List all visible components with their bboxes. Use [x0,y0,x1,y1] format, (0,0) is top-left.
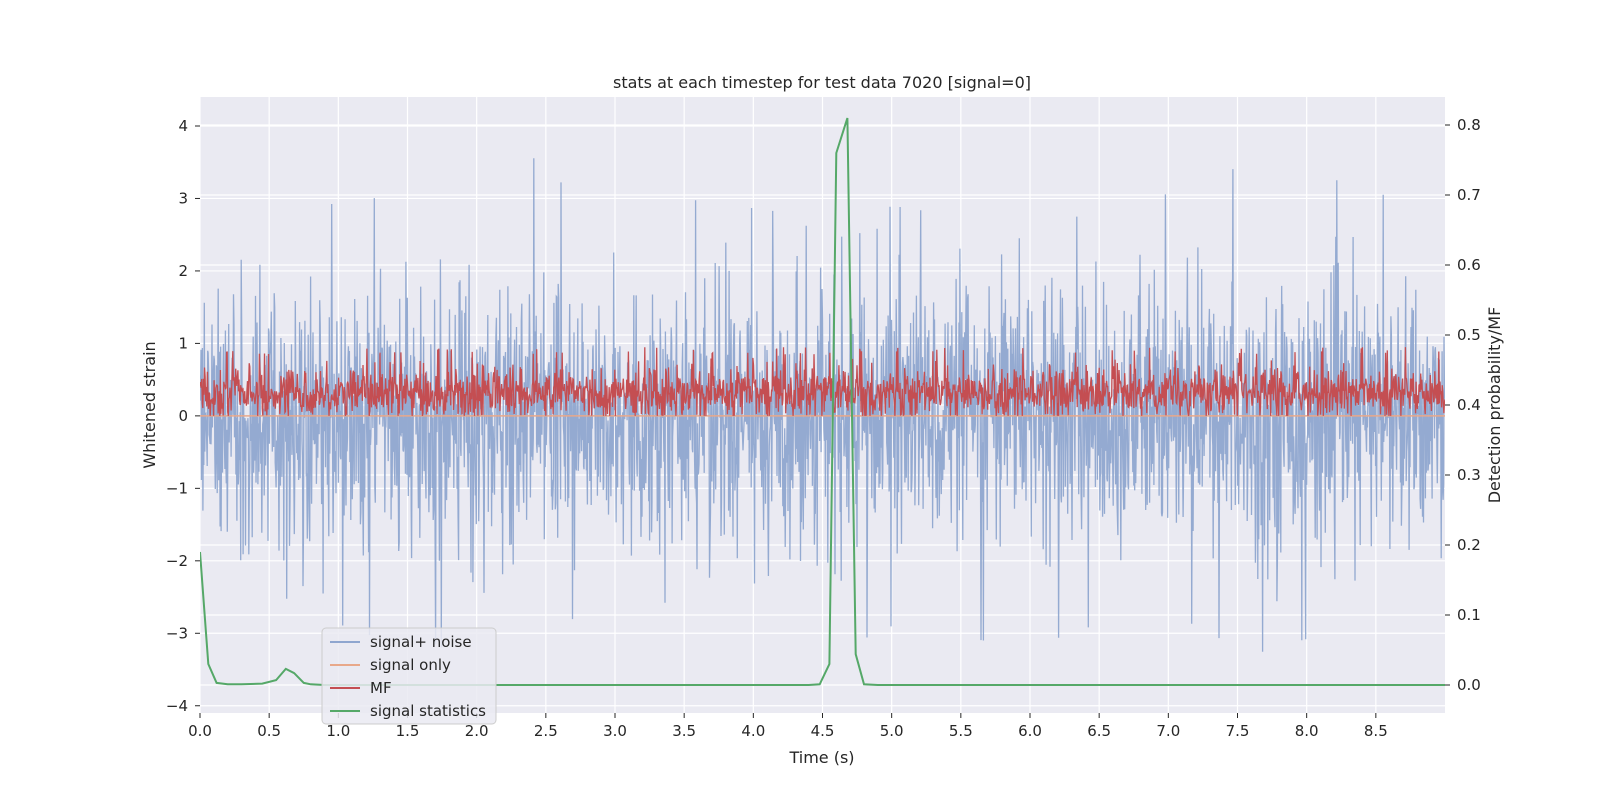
y2-tick-label: 0.4 [1457,396,1481,414]
y2-tick-label: 0.6 [1457,256,1481,274]
x-tick-label: 1.5 [396,722,420,740]
legend-label: signal statistics [370,702,486,720]
legend-label: MF [370,679,392,697]
series-mf [200,347,1445,417]
x-axis-label: Time (s) [788,748,854,767]
series-signal-statistics [200,117,1445,686]
x-tick-label: 2.0 [465,722,489,740]
series-layer [200,117,1445,686]
y-tick-label: 4 [178,117,188,135]
x-tick-label: 1.0 [326,722,350,740]
y-tick-label: −1 [166,479,188,497]
x-tick-label: 0.0 [188,722,212,740]
series-signal-noise [200,158,1445,652]
y-tick-label: −4 [166,697,188,715]
x-tick-label: 6.0 [1018,722,1042,740]
y-tick-label: −2 [166,552,188,570]
y-axis-right: 0.8 0.7 0.6 0.5 0.4 0.3 0.2 0.1 0.0 [1445,116,1481,694]
y2-tick-label: 0.1 [1457,606,1481,624]
y2-tick-label: 0.0 [1457,676,1481,694]
y-tick-label: −3 [166,624,188,642]
y2-axis-label: Detection probability/MF [1485,307,1504,504]
chart-title: stats at each timestep for test data 702… [613,73,1031,92]
x-tick-label: 7.5 [1226,722,1250,740]
y-tick-label: 3 [178,189,188,207]
x-axis: 0.0 0.5 1.0 1.5 2.0 2.5 3.0 3.5 4.0 4.5 5.0 5.5 6.0 6… [188,713,1388,740]
x-tick-label: 0.5 [257,722,281,740]
y2-tick-label: 0.3 [1457,466,1481,484]
x-tick-label: 8.5 [1364,722,1388,740]
y2-tick-label: 0.8 [1457,116,1481,134]
y-axis-label: Whitened strain [140,341,159,468]
x-tick-label: 5.0 [880,722,904,740]
x-tick-label: 4.0 [741,722,765,740]
y-tick-label: 1 [178,334,188,352]
y2-tick-label: 0.7 [1457,186,1481,204]
x-tick-label: 8.0 [1295,722,1319,740]
x-tick-label: 7.0 [1156,722,1180,740]
y-tick-label: 0 [178,407,188,425]
y2-tick-label: 0.2 [1457,536,1481,554]
y-tick-label: 2 [178,262,188,280]
legend-label: signal only [370,656,451,674]
y-axis-left: 4 3 2 1 0 −1 −2 −3 −4 [166,117,200,715]
x-tick-label: 3.5 [672,722,696,740]
x-tick-label: 3.0 [603,722,627,740]
legend-label: signal+ noise [370,633,472,651]
legend: signal+ noise signal only MF signal statist… [321,627,497,725]
x-tick-label: 4.5 [811,722,835,740]
x-tick-label: 6.5 [1087,722,1111,740]
legend-box [321,627,497,725]
y2-tick-label: 0.5 [1457,326,1481,344]
x-tick-label: 5.5 [949,722,973,740]
x-tick-label: 2.5 [534,722,558,740]
